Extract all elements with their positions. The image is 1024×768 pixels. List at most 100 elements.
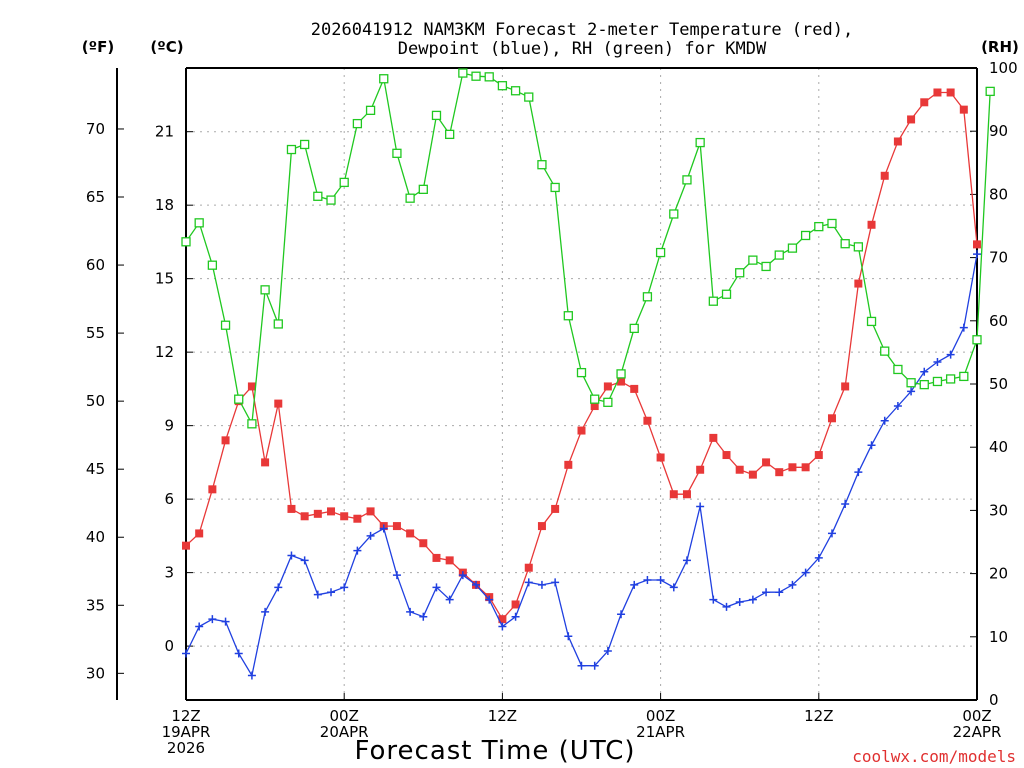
series-line — [185, 254, 978, 678]
temperature-point — [907, 115, 916, 124]
rh-point — [484, 72, 494, 82]
temperature-point — [933, 88, 942, 97]
rh-point — [220, 320, 231, 330]
rh-point — [721, 289, 732, 299]
x-tick-label: 00Z — [330, 707, 359, 725]
dewpoint-point — [419, 612, 428, 621]
rh-point — [313, 191, 323, 201]
temperature-point — [827, 414, 836, 423]
rh-point — [708, 296, 718, 306]
dewpoint-point — [788, 580, 797, 589]
dewpoint-point — [472, 580, 481, 589]
rh-point — [326, 195, 336, 205]
rh-point — [616, 369, 626, 379]
temperature-point — [656, 453, 665, 462]
rh-point — [273, 319, 283, 329]
dewpoint-point — [880, 416, 889, 425]
x-tick-label: 22APR — [953, 723, 1002, 741]
celsius-unit-label: (ºC) — [150, 38, 183, 56]
rh-point — [418, 184, 428, 194]
rh-point — [655, 247, 666, 258]
dewpoint-point — [682, 556, 691, 565]
dewpoint-point — [287, 551, 296, 560]
rh-point — [629, 323, 639, 334]
rh-point — [682, 175, 692, 185]
temperature-point — [432, 553, 441, 562]
celsius-tick-label: 21 — [155, 123, 174, 141]
dewpoint-point — [366, 531, 375, 540]
dewpoint-point — [274, 583, 283, 592]
dewpoint-point — [392, 571, 401, 580]
dewpoint-point — [933, 357, 942, 366]
fahrenheit-unit-label: (ºF) — [82, 38, 114, 56]
temperature-point — [208, 485, 217, 494]
celsius-tick-label: 12 — [155, 343, 174, 361]
temperature-point — [247, 382, 256, 391]
temperature-point — [880, 171, 889, 180]
temperature-point — [722, 451, 731, 460]
celsius-tick-label: 0 — [164, 637, 174, 655]
dewpoint-point — [920, 367, 929, 376]
dewpoint-point — [775, 588, 784, 597]
rh-point — [207, 260, 218, 270]
x-axis-label: Forecast Time (UTC) — [354, 736, 635, 766]
temperature-point — [498, 615, 507, 624]
fahrenheit-tick-label: 70 — [86, 120, 105, 138]
tick-labels: 0 3 6 9 12 15 18 21 30 35 40 45 50 55 60 65 70 0 10 20 30 40 5… — [86, 59, 1018, 757]
dewpoint-point — [208, 615, 217, 624]
dewpoint-point — [827, 529, 836, 538]
dewpoint-point — [234, 649, 243, 658]
temperature-point — [643, 416, 652, 425]
celsius-tick-label: 9 — [164, 417, 174, 435]
temperature-point — [366, 507, 375, 516]
dewpoint-point — [946, 350, 955, 359]
rh-point — [761, 261, 771, 272]
dewpoint-point — [300, 556, 309, 565]
dewpoint-point — [511, 612, 520, 621]
temperature-point — [511, 600, 520, 609]
rh-point — [510, 86, 521, 96]
fahrenheit-tick-label: 35 — [86, 596, 105, 614]
rh-tick-label: 30 — [989, 501, 1008, 519]
temperature-point — [195, 529, 204, 538]
rh-point — [550, 182, 560, 193]
rh-tick-label: 10 — [989, 628, 1008, 646]
rh-tick-label: 40 — [989, 438, 1008, 456]
x-tick-label: 12Z — [804, 707, 833, 725]
rh-point — [840, 239, 850, 249]
dewpoint-point — [537, 580, 546, 589]
fahrenheit-tick-label: 55 — [86, 324, 105, 342]
temperature-point — [603, 382, 612, 391]
rh-point — [735, 268, 745, 278]
temperature-point — [748, 470, 757, 479]
temperature-point — [353, 514, 362, 523]
grid-lines — [186, 68, 977, 700]
dewpoint-point — [841, 500, 850, 509]
rh-point — [695, 137, 705, 148]
rh-point — [603, 397, 613, 407]
temperature-point — [300, 512, 309, 521]
dewpoint-point — [696, 502, 705, 511]
temperature-point — [788, 463, 797, 472]
fahrenheit-tick-label: 45 — [86, 460, 105, 478]
dewpoint-point — [313, 590, 322, 599]
rh-tick-label: 60 — [989, 312, 1008, 330]
rh-point — [405, 193, 415, 203]
rh-point — [972, 335, 982, 345]
rh-unit-label: (RH) — [981, 38, 1019, 56]
rh-point — [260, 285, 270, 295]
x-tick-label: 00Z — [962, 707, 991, 725]
temperature-point — [313, 509, 322, 518]
dewpoint-point — [247, 671, 256, 680]
rh-tick-label: 0 — [989, 691, 999, 709]
dewpoint-point — [221, 617, 230, 626]
rh-point — [458, 68, 468, 78]
temperature-point — [973, 240, 981, 249]
dewpoint-point — [261, 607, 270, 616]
temperature-point — [630, 384, 639, 393]
celsius-tick-label: 3 — [164, 564, 174, 582]
temperature-point — [814, 451, 823, 460]
rh-tick-label: 50 — [989, 375, 1008, 393]
rh-point — [497, 81, 508, 91]
fahrenheit-tick-label: 50 — [86, 392, 105, 410]
